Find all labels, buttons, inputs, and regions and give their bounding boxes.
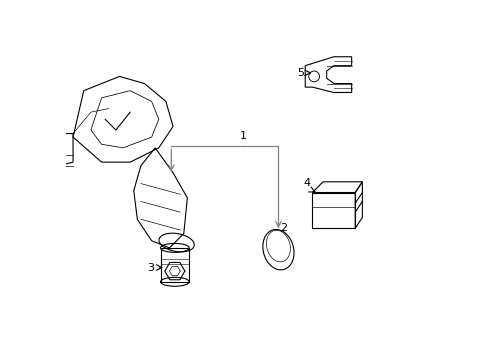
Text: 2: 2: [280, 223, 287, 233]
Text: 1: 1: [240, 131, 247, 141]
Text: 4: 4: [303, 178, 310, 188]
Text: 5: 5: [297, 68, 304, 78]
Text: 3: 3: [147, 262, 154, 273]
